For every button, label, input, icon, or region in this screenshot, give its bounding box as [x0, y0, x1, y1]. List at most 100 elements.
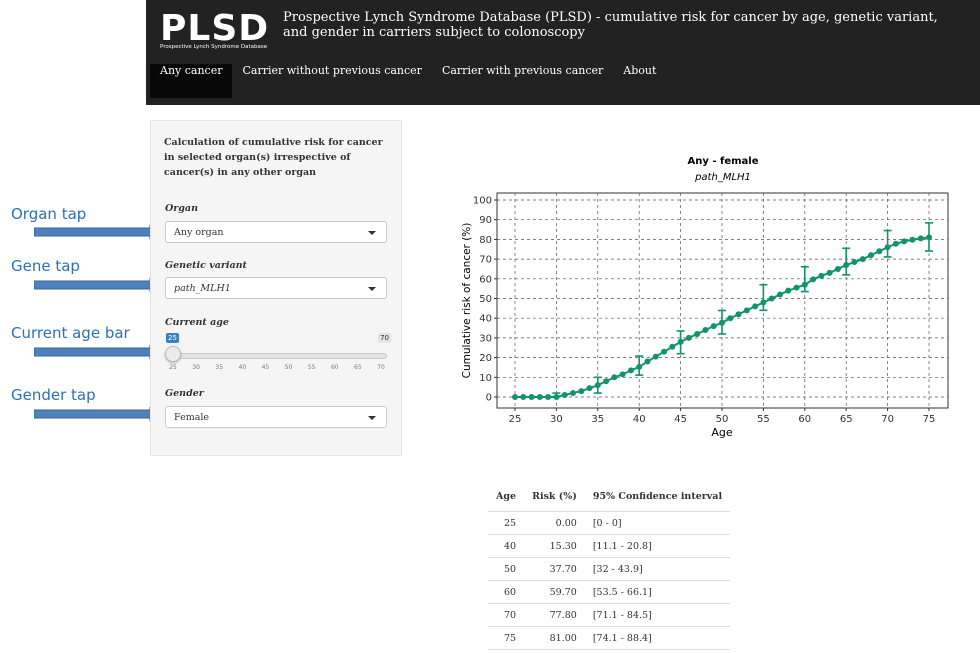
y-tick-label: 90 — [479, 215, 492, 226]
cell-ci: [0 - 0] — [584, 511, 731, 535]
cell-risk: 37.70 — [524, 557, 585, 581]
data-point — [909, 236, 916, 243]
slider-max-value: 70 — [378, 333, 391, 343]
slider-tick-label: 35 — [215, 364, 224, 371]
cell-risk: 81.00 — [524, 626, 585, 650]
x-tick-label: 70 — [881, 414, 894, 425]
column-header-age: Age — [488, 488, 525, 512]
data-point — [652, 353, 659, 360]
tab-carrier-without-previous-cancer[interactable]: Carrier without previous cancer — [242, 64, 422, 77]
plot-panel — [496, 192, 949, 409]
organ-select[interactable]: Any organ — [165, 221, 387, 243]
caret-down-icon — [368, 416, 376, 420]
slider-current-value: 25 — [166, 333, 179, 343]
arrow-right-icon — [34, 278, 160, 292]
slider-handle[interactable] — [165, 346, 181, 362]
slider-tick-label: 60 — [330, 364, 339, 371]
y-tick-label: 40 — [479, 314, 492, 325]
slider-tick-label: 55 — [307, 364, 316, 371]
y-axis-label: Cumulative risk of cancer (%) — [461, 223, 473, 379]
chart-subtitle: path_MLH1 — [695, 172, 751, 183]
risk-chart: 0 10 20 30 40 50 60 70 80 90 100 25 30 35 40 45 50 55 60 65… — [461, 192, 949, 439]
gender-select[interactable]: Female — [165, 406, 387, 428]
arrow-right-icon — [34, 345, 160, 359]
table-row: 25 0.00 [0 - 0] — [488, 511, 731, 535]
nav-tabs: Any cancer Carrier without previous canc… — [150, 64, 666, 98]
chart-title: Any - female — [687, 156, 759, 167]
x-axis-label: Age — [711, 426, 733, 439]
data-point — [536, 394, 543, 400]
x-tick-label: 55 — [757, 414, 770, 425]
x-tick-label: 30 — [550, 414, 563, 425]
data-point — [752, 303, 759, 310]
logo-text: PLSD — [160, 8, 270, 49]
data-point — [834, 265, 841, 272]
y-tick-label: 20 — [479, 353, 492, 364]
data-point — [768, 295, 775, 302]
x-tick-label: 50 — [716, 414, 729, 425]
arrow-right-icon — [34, 225, 160, 239]
cell-risk: 59.70 — [524, 580, 585, 604]
column-header-risk: Risk (%) — [524, 488, 585, 512]
slider-tick-label: 40 — [238, 364, 247, 371]
data-point — [735, 311, 742, 318]
tab-about[interactable]: About — [623, 64, 657, 77]
data-point — [611, 374, 618, 381]
sidebar-panel: Calculation of cumulative risk for cance… — [150, 120, 402, 456]
data-point — [826, 269, 833, 276]
genetic-variant-label: Genetic variant — [165, 260, 247, 271]
x-tick-label: 25 — [509, 414, 522, 425]
data-point — [760, 299, 767, 306]
data-point — [926, 234, 932, 241]
column-header-confidence-interval: 95% Confidence interval — [584, 488, 731, 512]
risk-table: Age Risk (%) 95% Confidence interval 25 0… — [488, 488, 731, 650]
genetic-variant-select[interactable]: path_MLH1 — [165, 277, 387, 299]
tab-any-cancer[interactable]: Any cancer — [150, 64, 233, 98]
x-tick-label: 45 — [674, 414, 687, 425]
caret-down-icon — [368, 231, 376, 235]
data-point — [851, 259, 858, 266]
cell-age: 60 — [488, 580, 525, 604]
arrow-right-icon — [34, 407, 160, 421]
slider-tick-label: 65 — [354, 364, 362, 371]
data-point — [520, 394, 527, 400]
data-point — [876, 248, 883, 255]
data-point — [743, 307, 750, 314]
data-point — [685, 334, 692, 341]
cell-ci: [71.1 - 84.5] — [584, 603, 731, 627]
annotation-gender-tap: Gender tap — [11, 386, 96, 404]
x-tick-label: 35 — [591, 414, 604, 425]
y-tick-label: 100 — [473, 196, 492, 207]
data-point — [661, 348, 668, 355]
gender-select-value: Female — [174, 412, 210, 423]
cell-risk: 77.80 — [524, 603, 585, 627]
slider-track[interactable] — [169, 353, 387, 359]
x-tick-label: 40 — [633, 414, 646, 425]
annotation-current-age-bar: Current age bar — [11, 324, 130, 342]
data-point — [561, 392, 568, 399]
data-point — [901, 238, 908, 245]
plsd-logo[interactable]: PLSD Prospective Lynch Syndrome Database — [160, 8, 268, 54]
data-point — [884, 244, 891, 251]
cell-age: 50 — [488, 557, 525, 581]
cell-age: 25 — [488, 511, 525, 535]
current-age-slider[interactable]: 25 70 25 30 35 40 45 50 55 60 65 70 — [165, 333, 391, 385]
current-age-label: Current age — [165, 317, 229, 328]
cell-ci: [53.5 - 66.1] — [584, 580, 731, 604]
organ-label: Organ — [165, 203, 198, 214]
tab-carrier-with-previous-cancer[interactable]: Carrier with previous cancer — [441, 64, 604, 77]
y-tick-label: 0 — [486, 393, 492, 404]
y-tick-label: 10 — [479, 373, 492, 384]
data-point — [843, 262, 850, 269]
x-tick-label: 75 — [923, 414, 936, 425]
gender-label: Gender — [165, 388, 204, 399]
slider-tick-label: 45 — [261, 364, 270, 371]
data-point — [528, 394, 535, 400]
y-tick-label: 80 — [479, 235, 492, 246]
table-row: 60 59.70 [53.5 - 66.1] — [488, 580, 731, 604]
cell-age: 70 — [488, 603, 525, 627]
cell-risk: 15.30 — [524, 534, 585, 558]
data-point — [793, 284, 800, 291]
data-point — [636, 363, 643, 370]
data-point — [594, 382, 601, 389]
